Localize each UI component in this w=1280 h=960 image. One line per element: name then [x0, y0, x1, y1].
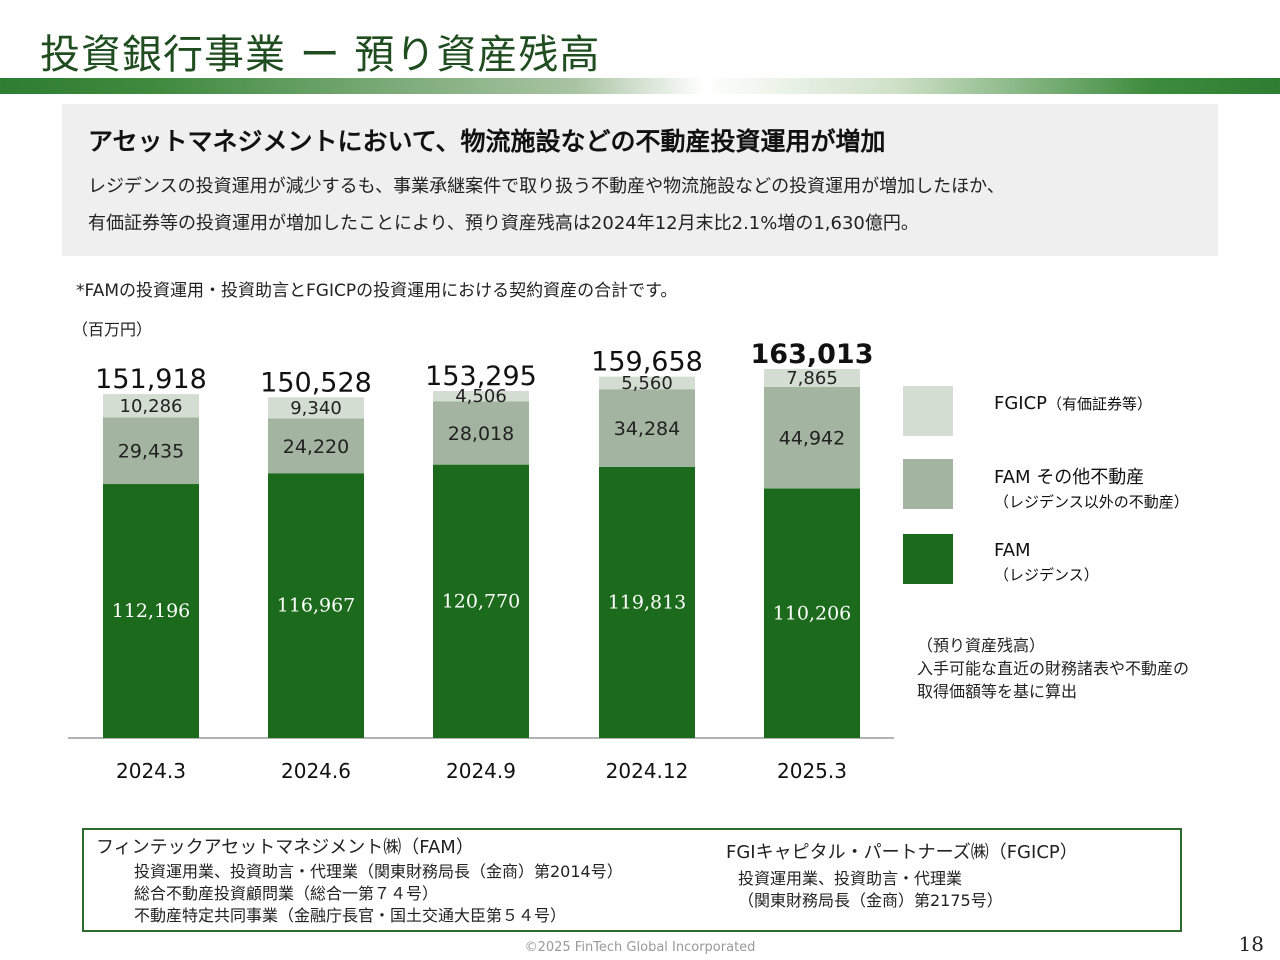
legend-label-fgicp: FGICP — [994, 393, 1048, 414]
legend-swatch-fam-residence — [903, 534, 953, 584]
bar-total-label: 151,918 — [95, 364, 207, 395]
bar-segment — [599, 376, 695, 390]
bar-segment-label: 112,196 — [112, 600, 191, 622]
footer-license-box — [82, 828, 1182, 932]
x-tick-label: 2024.3 — [116, 759, 186, 783]
bar-segment-label: 5,560 — [621, 373, 673, 394]
page-title: 投資銀行事業 ー 預り資産残高 — [40, 32, 601, 78]
bar-segment-label: 34,284 — [614, 418, 680, 440]
copyright: ©2025 FinTech Global Incorporated — [524, 940, 756, 955]
bar-segment-label: 119,813 — [608, 591, 687, 613]
x-tick-label: 2024.6 — [281, 759, 351, 783]
bar-segment-label: 28,018 — [448, 423, 514, 445]
bar-segment — [268, 418, 364, 474]
legend-swatch-fam-other — [903, 459, 953, 509]
summary-box: アセットマネジメントにおいて、物流施設などの不動産投資運用が増加 レジデンスの投… — [62, 104, 1218, 256]
fam-license-lines: 投資運用業、投資助言・代理業（関東財務局長（金商）第2014号） 総合不動産投資… — [134, 862, 623, 925]
legend-label-fam-residence: FAM — [994, 540, 1031, 561]
legend-sub-fgicp: （有価証券等） — [1047, 395, 1153, 413]
title-gradient-bar — [0, 78, 1280, 94]
summary-body: レジデンスの投資運用が減少するも、事業承継案件で取り扱う不動産や物流施設などの投… — [88, 168, 1005, 242]
bar-total-label: 150,528 — [260, 367, 372, 398]
x-tick-label: 2024.12 — [606, 759, 689, 783]
bar-total-label: 159,658 — [591, 347, 703, 378]
legend-swatch-fgicp — [903, 386, 953, 436]
bar-segment — [599, 389, 695, 467]
bar-segment — [599, 466, 695, 738]
legend-sub-fam-other: （レジデンス以外の不動産） — [994, 493, 1189, 511]
summary-headline: アセットマネジメントにおいて、物流施設などの不動産投資運用が増加 — [88, 127, 886, 156]
legend-item-fam-residence: FAM （レジデンス） — [994, 539, 1099, 587]
bar-segment — [433, 391, 529, 402]
bar-total-label: 153,295 — [425, 361, 537, 392]
calculation-note: （預り資産残高） 入手可能な直近の財務諸表や不動産の 取得価額等を基に算出 — [917, 636, 1190, 701]
bar-segment — [764, 386, 860, 489]
x-tick-label: 2024.9 — [446, 759, 516, 783]
legend-item-fgicp: FGICP（有価証券等） — [994, 392, 1152, 416]
bar-segment-label: 29,435 — [118, 441, 184, 463]
bar-segment — [103, 484, 199, 738]
legend-label-fam-other: FAM その他不動産 — [994, 467, 1145, 488]
bar-segment — [433, 464, 529, 738]
legend-item-fam-other: FAM その他不動産 （レジデンス以外の不動産） — [994, 466, 1189, 514]
chart-footnote: *FAMの投資運用・投資助言とFGICPの投資運用における契約資産の合計です。 — [76, 281, 678, 301]
bar-segment-label: 116,967 — [277, 595, 356, 617]
summary-body-line-2: 有価証券等の投資運用が増加したことにより、預り資産残高は2024年12月末比2.… — [88, 213, 919, 234]
bar-segment-label: 24,220 — [283, 436, 349, 458]
bar-segment-label: 9,340 — [290, 398, 342, 419]
bar-segment — [103, 394, 199, 418]
fgicp-license-lines: 投資運用業、投資助言・代理業 （関東財務局長（金商）第2175号） — [738, 869, 1003, 910]
page-number: 18 — [1238, 932, 1264, 956]
bar-segment-label: 44,942 — [779, 428, 845, 450]
bar-segment-label: 110,206 — [773, 602, 852, 624]
x-tick-label: 2025.3 — [777, 759, 847, 783]
fgicp-company-name: FGIキャピタル・パートナーズ㈱（FGICP） — [726, 842, 1078, 863]
bar-segment — [103, 417, 199, 485]
bar-segment-label: 120,770 — [442, 590, 521, 612]
bar-segment-label: 10,286 — [120, 396, 183, 417]
bar-total-label: 163,013 — [751, 339, 874, 370]
bar-segment-label: 7,865 — [786, 368, 838, 389]
legend-sub-fam-residence: （レジデンス） — [994, 566, 1099, 584]
fam-company-name: フィンテックアセットマネジメント㈱（FAM） — [96, 837, 474, 858]
bar-segment-label: 4,506 — [455, 386, 507, 407]
unit-label: （百万円） — [72, 320, 153, 339]
summary-body-line-1: レジデンスの投資運用が減少するも、事業承継案件で取り扱う不動産や物流施設などの投… — [88, 176, 1005, 197]
bar-segment — [764, 369, 860, 387]
bar-segment — [268, 473, 364, 738]
bar-segment — [764, 488, 860, 738]
bar-segment — [268, 397, 364, 419]
bar-segment — [433, 401, 529, 465]
